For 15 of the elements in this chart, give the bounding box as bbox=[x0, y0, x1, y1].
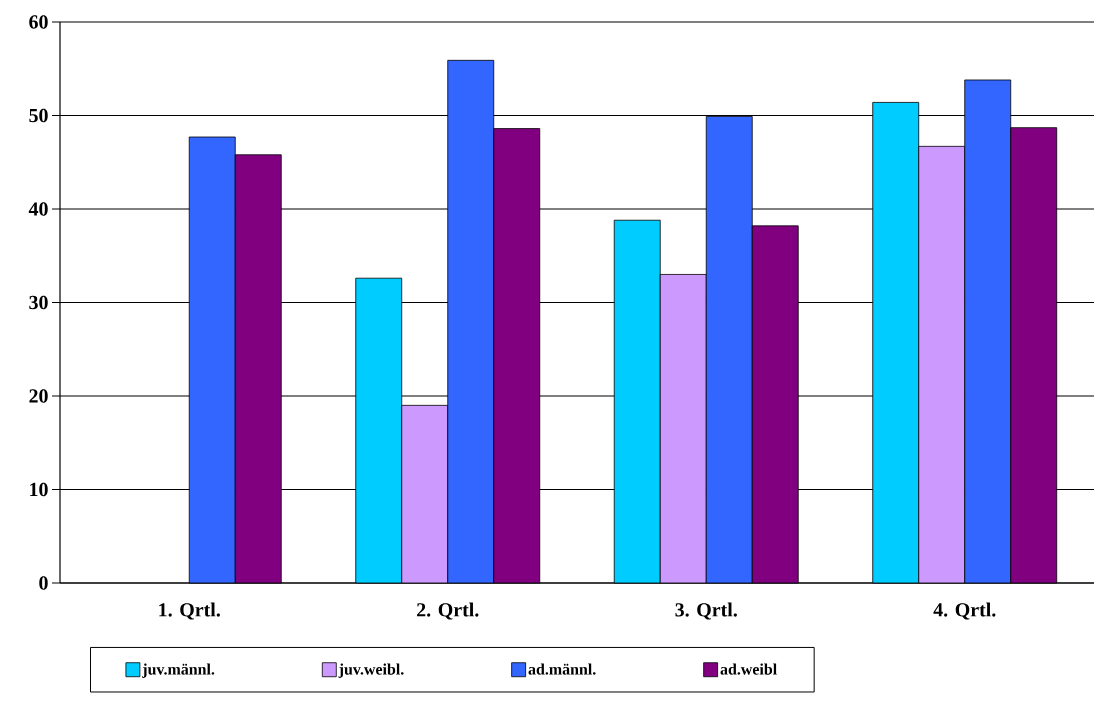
legend-label: juv.männl. bbox=[142, 663, 215, 678]
legend-label: juv.weibl. bbox=[338, 663, 404, 678]
x-tick-label: 3. Qrtl. bbox=[675, 602, 737, 620]
y-tick-label: 10 bbox=[30, 482, 48, 497]
y-tick-label: 50 bbox=[29, 108, 48, 123]
legend-label: ad.weibl bbox=[720, 663, 777, 675]
y-tick-label: 60 bbox=[29, 15, 48, 29]
y-tick-label: 20 bbox=[29, 389, 48, 403]
x-tick-label: 1. Qrtl. bbox=[159, 602, 220, 620]
legend-label: ad.männl. bbox=[528, 663, 596, 675]
x-tick-label: 2. Qrtl. bbox=[417, 602, 479, 620]
y-tick-label: 40 bbox=[28, 202, 48, 216]
y-tick-label: 0 bbox=[39, 576, 48, 590]
x-tick-label: 4. Qrtl. bbox=[933, 602, 996, 620]
y-tick-label: 30 bbox=[29, 295, 48, 310]
